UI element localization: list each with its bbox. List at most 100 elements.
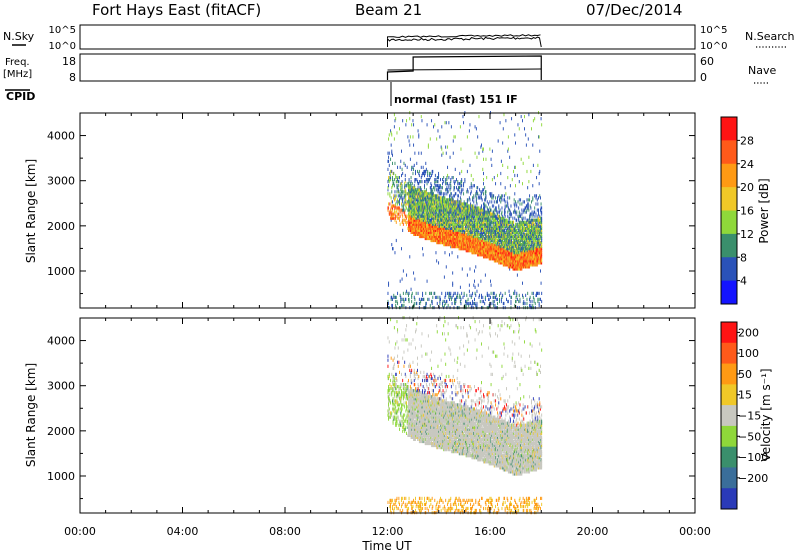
power-cell xyxy=(476,192,478,196)
power-cell xyxy=(445,265,447,269)
power-cell xyxy=(495,251,497,255)
power-cell xyxy=(469,249,471,253)
power-cell xyxy=(500,251,502,255)
power-cell xyxy=(459,210,461,214)
power-cell xyxy=(507,245,509,249)
power-cell xyxy=(433,204,434,208)
power-cell xyxy=(484,238,486,243)
power-cell xyxy=(411,204,413,208)
power-cell xyxy=(468,208,470,212)
power-cell xyxy=(495,245,497,249)
power-cell xyxy=(404,198,406,202)
power-cell xyxy=(520,232,522,236)
power-cell xyxy=(453,218,455,222)
power-cell xyxy=(521,243,523,247)
power-cell xyxy=(474,245,476,249)
power-cell xyxy=(439,241,441,245)
power-cell xyxy=(468,236,470,241)
power-cell xyxy=(483,241,485,245)
power-cell xyxy=(504,243,506,247)
power-cell xyxy=(429,218,431,222)
power-cell xyxy=(470,301,472,306)
power-cell xyxy=(434,232,436,236)
power-cell xyxy=(510,263,512,267)
power-cell xyxy=(458,206,459,210)
power-cell xyxy=(459,212,461,216)
power-cell xyxy=(490,251,492,255)
power-cell xyxy=(459,125,461,129)
power-cell xyxy=(403,190,405,194)
power-cell xyxy=(402,222,404,226)
power-cell xyxy=(422,293,424,297)
power-cell xyxy=(497,243,499,247)
power-cell xyxy=(486,214,488,218)
power-cell xyxy=(473,238,475,243)
power-cell xyxy=(507,214,509,218)
power-cell xyxy=(452,224,454,228)
power-cell xyxy=(425,190,427,194)
power-cell xyxy=(517,263,519,267)
power-cell xyxy=(405,214,407,218)
power-cell xyxy=(476,241,478,245)
power-cell xyxy=(509,251,511,255)
power-cell xyxy=(515,267,517,271)
power-cell xyxy=(509,184,511,188)
power-cell xyxy=(468,238,470,243)
power-cell xyxy=(393,178,395,182)
power-cell xyxy=(497,200,498,204)
power-cell xyxy=(463,206,465,210)
power-cell xyxy=(444,220,446,224)
power-cell xyxy=(445,230,447,234)
power-cell xyxy=(391,210,393,214)
power-cell xyxy=(464,218,466,222)
power-cell xyxy=(466,226,468,230)
power-cell xyxy=(461,245,463,249)
power-cell xyxy=(451,226,453,230)
power-cell xyxy=(515,243,517,247)
power-cell xyxy=(423,216,425,220)
power-cell xyxy=(479,243,481,247)
power-cell xyxy=(483,188,484,192)
power-cell xyxy=(496,232,498,236)
power-cell xyxy=(501,295,503,299)
power-cell xyxy=(461,243,463,247)
power-cell xyxy=(471,241,473,245)
power-cell xyxy=(519,214,521,218)
power-cell xyxy=(414,196,416,200)
power-cell xyxy=(523,257,525,261)
power-cell xyxy=(504,208,506,212)
power-cell xyxy=(420,151,422,155)
power-cell xyxy=(516,241,518,245)
power-cell xyxy=(454,210,456,214)
power-cell xyxy=(497,218,498,222)
power-cell xyxy=(427,206,429,210)
power-cell xyxy=(488,230,490,234)
power-cell xyxy=(506,230,507,234)
power-cell xyxy=(498,194,500,198)
power-cell xyxy=(489,238,491,243)
power-cell xyxy=(454,202,456,206)
nave-tick-top: 60 xyxy=(700,55,714,68)
power-cell xyxy=(485,212,487,216)
power-cell xyxy=(434,222,436,226)
power-cell xyxy=(405,198,407,202)
power-cell xyxy=(443,176,445,180)
power-cell xyxy=(445,208,447,212)
power-cell xyxy=(418,222,420,226)
power-cell xyxy=(480,234,482,239)
power-cell xyxy=(452,238,454,243)
power-cell xyxy=(452,230,454,234)
power-cell xyxy=(442,198,444,202)
power-cell xyxy=(493,220,495,224)
power-cell xyxy=(468,216,470,220)
power-cell xyxy=(443,236,445,241)
power-cell xyxy=(499,196,501,200)
power-cell xyxy=(468,129,470,133)
power-cell xyxy=(422,206,424,210)
power-cell xyxy=(416,198,418,202)
power-cell xyxy=(495,255,497,259)
power-cell xyxy=(465,245,467,249)
power-cell xyxy=(486,224,488,228)
power-cell xyxy=(494,222,496,226)
power-cell xyxy=(502,230,504,234)
